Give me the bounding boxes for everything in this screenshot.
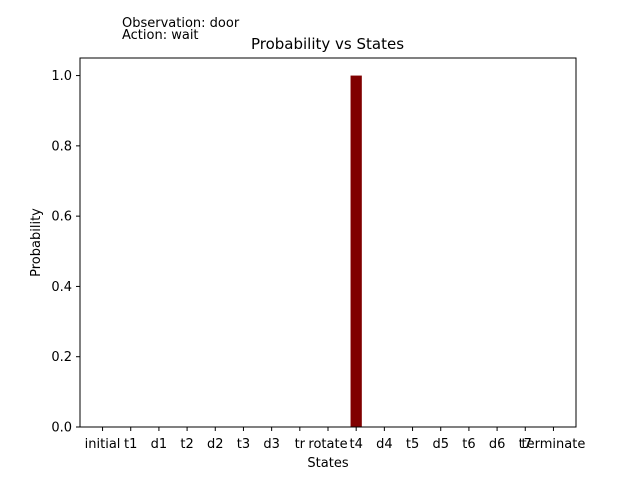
- x-tick-label-t5: t5: [406, 437, 419, 452]
- x-tick-label-d2: d2: [207, 437, 224, 452]
- y-tick-label: 0.6: [51, 210, 72, 225]
- x-tick-label-rotate: rotate: [308, 437, 347, 452]
- x-tick-label-t4: t4: [349, 437, 362, 452]
- x-tick-label-d4: d4: [376, 437, 393, 452]
- chart-title: Probability vs States: [251, 35, 404, 53]
- x-tick-label-d6: d6: [489, 437, 506, 452]
- x-axis: initial t1 d1 t2 d2 t3 d3 tr rotate t4 d4 t5 d5 t6 d6 t…: [85, 427, 586, 452]
- y-tick-label: 0.2: [51, 350, 72, 365]
- x-tick-label-terminate: terminate: [522, 437, 586, 452]
- x-tick-label-d3: d3: [263, 437, 280, 452]
- x-tick-label-d5: d5: [432, 437, 449, 452]
- x-tick-label-t2: t2: [180, 437, 193, 452]
- x-tick-label-t7: t7: [519, 437, 532, 452]
- x-tick-label-tr: tr: [295, 437, 306, 452]
- bar-t4: [350, 75, 362, 427]
- observation-annotation: Observation: door: [122, 16, 240, 31]
- y-tick-label: 0.4: [51, 280, 72, 295]
- x-tick-label-d1: d1: [151, 437, 168, 452]
- x-axis-label: States: [307, 456, 348, 471]
- bars-group: [350, 75, 362, 427]
- y-tick-label: 1.0: [51, 69, 72, 84]
- action-annotation: Action: wait: [122, 28, 199, 43]
- x-tick-label-initial: initial: [85, 437, 121, 452]
- y-axis: 0.0 0.2 0.4 0.6 0.8 1.0: [51, 69, 80, 436]
- x-tick-label-t3: t3: [237, 437, 250, 452]
- x-tick-label-t1: t1: [124, 437, 137, 452]
- y-axis-label: Probability: [29, 208, 44, 277]
- x-tick-label-t6: t6: [462, 437, 475, 452]
- y-tick-label: 0.8: [51, 139, 72, 154]
- plot-frame: [79, 57, 577, 428]
- y-tick-label: 0.0: [51, 421, 72, 436]
